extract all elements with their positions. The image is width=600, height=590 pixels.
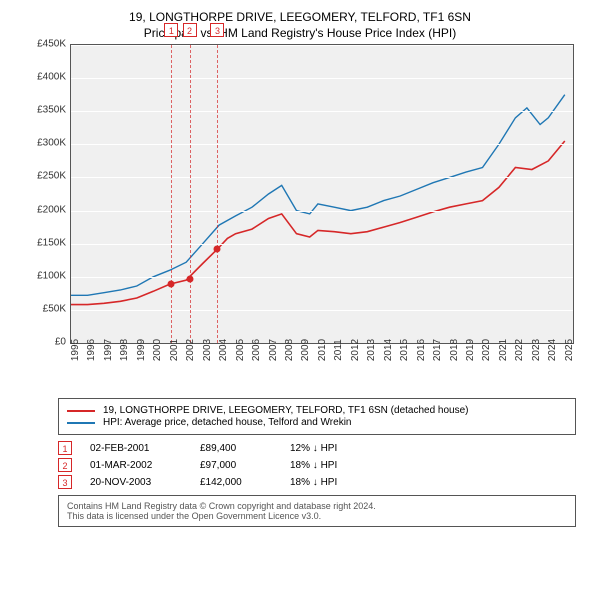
x-axis-label: 2011 bbox=[333, 339, 344, 361]
gridline bbox=[71, 144, 573, 145]
y-axis-label: £150K bbox=[37, 237, 66, 248]
x-axis-label: 2021 bbox=[498, 339, 509, 361]
event-date: 20-NOV-2003 bbox=[90, 477, 182, 488]
y-axis-label: £400K bbox=[37, 72, 66, 83]
gridline bbox=[71, 277, 573, 278]
event-delta: 18% ↓ HPI bbox=[290, 477, 337, 488]
y-axis-label: £350K bbox=[37, 105, 66, 116]
event-number: 2 bbox=[58, 458, 72, 472]
x-axis-label: 2018 bbox=[449, 339, 460, 361]
legend-box: 19, LONGTHORPE DRIVE, LEEGOMERY, TELFORD… bbox=[58, 398, 576, 435]
event-delta: 18% ↓ HPI bbox=[290, 460, 337, 471]
x-axis-label: 2009 bbox=[300, 339, 311, 361]
event-marker: 3 bbox=[210, 23, 224, 37]
x-axis-label: 2000 bbox=[152, 339, 163, 361]
title-subtitle: Price paid vs. HM Land Registry's House … bbox=[12, 26, 588, 40]
chart-titles: 19, LONGTHORPE DRIVE, LEEGOMERY, TELFORD… bbox=[12, 10, 588, 40]
x-axis-label: 1998 bbox=[119, 339, 130, 361]
gridline bbox=[71, 111, 573, 112]
event-number: 3 bbox=[58, 475, 72, 489]
x-axis-label: 2023 bbox=[531, 339, 542, 361]
event-marker: 1 bbox=[164, 23, 178, 37]
attribution-line2: This data is licensed under the Open Gov… bbox=[67, 511, 567, 521]
event-marker: 2 bbox=[183, 23, 197, 37]
chart-area: 123 £0 £50K £100K £150K £200K £250K £300K £350K… bbox=[22, 44, 582, 374]
x-axis-label: 2013 bbox=[366, 339, 377, 361]
y-axis-label: £200K bbox=[37, 204, 66, 215]
attribution-line1: Contains HM Land Registry data © Crown c… bbox=[67, 501, 567, 511]
y-axis-label: £0 bbox=[55, 337, 66, 348]
line-layer bbox=[71, 45, 573, 343]
legend-row-hpi: HPI: Average price, detached house, Telf… bbox=[67, 417, 567, 428]
gridline bbox=[71, 45, 573, 46]
y-axis-label: £300K bbox=[37, 138, 66, 149]
event-vline bbox=[217, 45, 218, 343]
sale-point bbox=[168, 280, 175, 287]
x-axis-label: 2007 bbox=[268, 339, 279, 361]
y-axis-label: £50K bbox=[43, 303, 66, 314]
x-axis-label: 2008 bbox=[284, 339, 295, 361]
x-axis-label: 1997 bbox=[103, 339, 114, 361]
title-address: 19, LONGTHORPE DRIVE, LEEGOMERY, TELFORD… bbox=[12, 10, 588, 24]
x-axis-label: 2016 bbox=[416, 339, 427, 361]
gridline bbox=[71, 244, 573, 245]
legend-row-property: 19, LONGTHORPE DRIVE, LEEGOMERY, TELFORD… bbox=[67, 405, 567, 416]
event-vline bbox=[171, 45, 172, 343]
event-number: 1 bbox=[58, 441, 72, 455]
legend-label-property: 19, LONGTHORPE DRIVE, LEEGOMERY, TELFORD… bbox=[103, 405, 469, 416]
x-axis-label: 2019 bbox=[465, 339, 476, 361]
x-axis-label: 2015 bbox=[399, 339, 410, 361]
x-axis-label: 2020 bbox=[481, 339, 492, 361]
gridline bbox=[71, 177, 573, 178]
y-axis-label: £250K bbox=[37, 171, 66, 182]
x-axis-label: 2014 bbox=[383, 339, 394, 361]
x-axis-label: 2006 bbox=[251, 339, 262, 361]
x-axis-label: 2017 bbox=[432, 339, 443, 361]
legend-swatch-hpi bbox=[67, 422, 95, 424]
event-row: 3 20-NOV-2003 £142,000 18% ↓ HPI bbox=[58, 475, 576, 489]
sale-point bbox=[186, 275, 193, 282]
chart-container: 19, LONGTHORPE DRIVE, LEEGOMERY, TELFORD… bbox=[0, 0, 600, 590]
events-list: 1 02-FEB-2001 £89,400 12% ↓ HPI 2 01-MAR-2002… bbox=[58, 441, 576, 489]
event-price: £97,000 bbox=[200, 460, 272, 471]
x-axis-label: 1999 bbox=[136, 339, 147, 361]
gridline bbox=[71, 211, 573, 212]
event-vline bbox=[190, 45, 191, 343]
x-axis-label: 2004 bbox=[218, 339, 229, 361]
legend-swatch-property bbox=[67, 410, 95, 412]
x-axis-label: 1996 bbox=[86, 339, 97, 361]
legend-label-hpi: HPI: Average price, detached house, Telf… bbox=[103, 417, 352, 428]
x-axis-label: 2003 bbox=[202, 339, 213, 361]
event-delta: 12% ↓ HPI bbox=[290, 443, 337, 454]
event-price: £89,400 bbox=[200, 443, 272, 454]
gridline bbox=[71, 310, 573, 311]
event-date: 01-MAR-2002 bbox=[90, 460, 182, 471]
series-property bbox=[71, 141, 565, 305]
sale-point bbox=[214, 245, 221, 252]
y-axis-label: £100K bbox=[37, 270, 66, 281]
x-axis-label: 2012 bbox=[350, 339, 361, 361]
x-axis-label: 2005 bbox=[235, 339, 246, 361]
gridline bbox=[71, 78, 573, 79]
plot-region: 123 bbox=[70, 44, 574, 344]
attribution-box: Contains HM Land Registry data © Crown c… bbox=[58, 495, 576, 527]
event-date: 02-FEB-2001 bbox=[90, 443, 182, 454]
event-row: 2 01-MAR-2002 £97,000 18% ↓ HPI bbox=[58, 458, 576, 472]
event-price: £142,000 bbox=[200, 477, 272, 488]
x-axis-label: 2024 bbox=[547, 339, 558, 361]
event-row: 1 02-FEB-2001 £89,400 12% ↓ HPI bbox=[58, 441, 576, 455]
y-axis-label: £450K bbox=[37, 39, 66, 50]
x-axis-label: 2001 bbox=[169, 339, 180, 361]
x-axis-label: 1995 bbox=[70, 339, 81, 361]
x-axis-label: 2002 bbox=[185, 339, 196, 361]
x-axis-label: 2010 bbox=[317, 339, 328, 361]
x-axis-label: 2025 bbox=[564, 339, 575, 361]
x-axis-label: 2022 bbox=[514, 339, 525, 361]
